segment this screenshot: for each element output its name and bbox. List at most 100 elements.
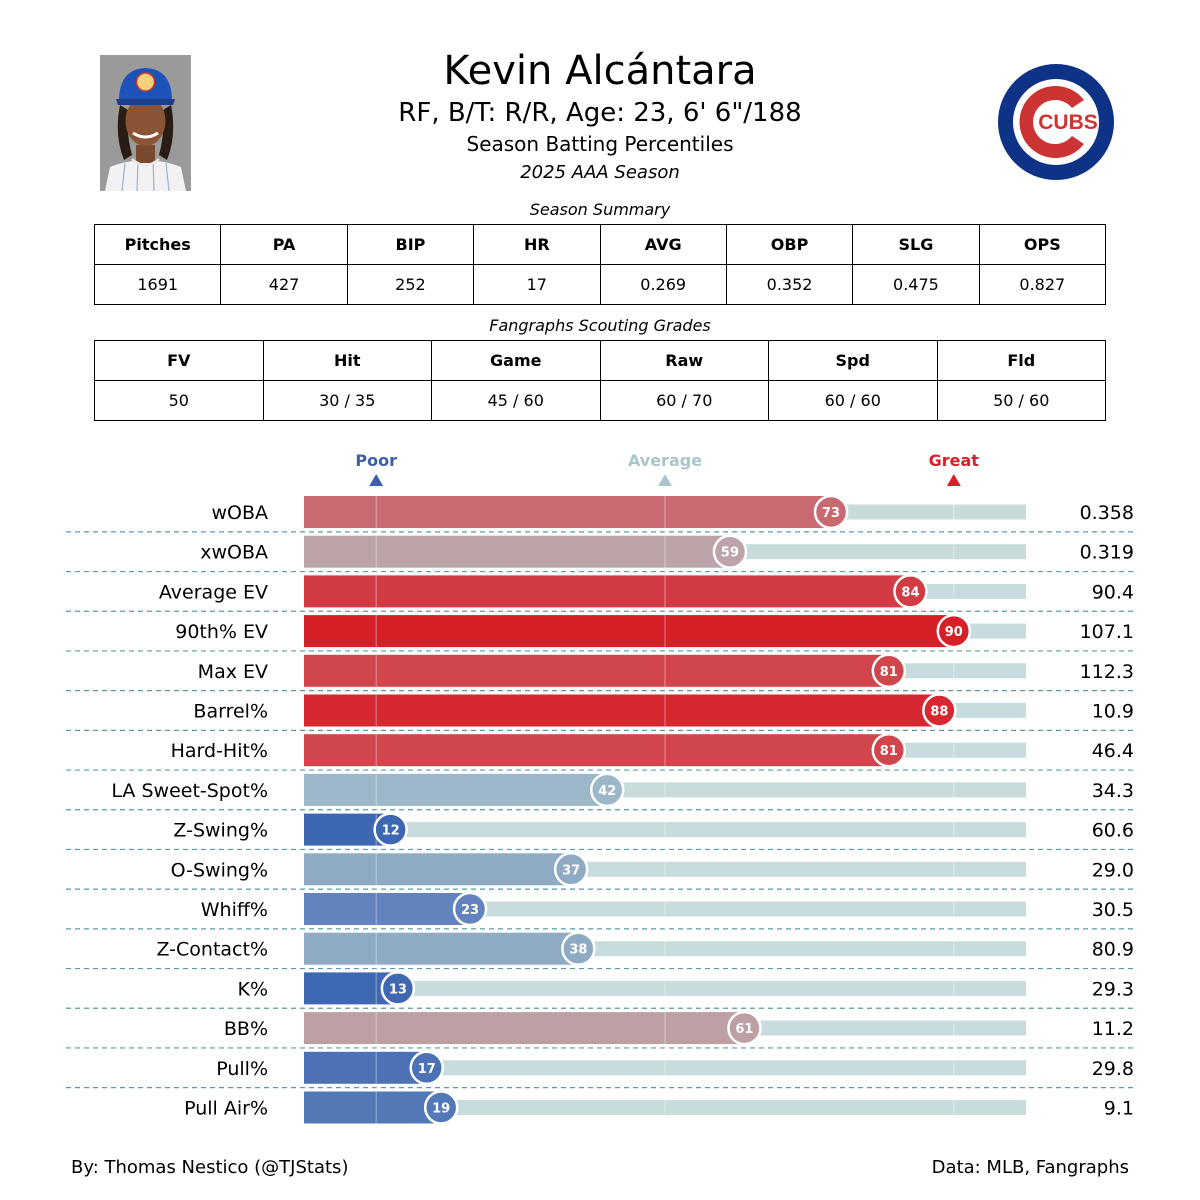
percentile-dot-pull-pct (409, 1050, 444, 1086)
bar-la-sweet-spot-pct (304, 773, 608, 806)
scouting-header-game: Game (431, 340, 601, 381)
percentile-label-z-contact-pct: 38 (569, 943, 587, 958)
player-info: RF, B/T: R/R, Age: 23, 6' 6"/188 (398, 98, 802, 128)
bar-barrel-pct (304, 694, 940, 727)
summary-value-obp: 0.352 (725, 264, 854, 305)
chart-subtitle: Season Batting Percentiles (466, 132, 734, 156)
category-label-z-swing-pct: Z-Swing% (173, 820, 268, 842)
category-label-woba: wOBA (211, 502, 268, 524)
summary-value-hr: 17 (473, 264, 601, 305)
summary-value-ops: 0.827 (978, 264, 1107, 305)
scouting-value-row: 50 30 / 35 45 / 60 60 / 70 60 / 60 50 / … (94, 380, 1106, 421)
percentile-label-o-swing-pct: 37 (562, 863, 580, 878)
bar-z-contact-pct (304, 932, 579, 965)
summary-value-avg: 0.269 (599, 264, 727, 305)
scouting-header-fld: Fld (936, 340, 1106, 381)
stat-value-z-contact-pct: 80.9 (1092, 939, 1134, 961)
summary-value-pa: 427 (220, 264, 348, 305)
scouting-value-fld: 50 / 60 (936, 380, 1106, 421)
category-label-xwoba: xwOBA (200, 542, 268, 564)
summary-value-pitches: 1691 (93, 264, 222, 305)
category-label-pull-air-pct: Pull Air% (184, 1098, 268, 1120)
category-label-average-ev: Average EV (159, 581, 268, 603)
track-pull-pct (304, 1060, 1026, 1076)
marker-label-average: Average (628, 451, 702, 470)
stat-value-o-swing-pct: 29.0 (1092, 859, 1134, 881)
stat-value-whiff-pct: 30.5 (1092, 899, 1134, 921)
summary-header-avg: AVG (599, 224, 727, 265)
percentile-label-pull-air-pct: 19 (432, 1102, 450, 1117)
footer-source: Data: MLB, Fangraphs (931, 1157, 1129, 1178)
track-pull-air-pct (304, 1100, 1026, 1115)
category-label-k-pct: K% (237, 978, 268, 1000)
category-label-z-contact-pct: Z-Contact% (156, 939, 268, 961)
percentile-chart: Poor Average Great wOBA 0.358 xwOBA 0.319 Avera… (66, 451, 1134, 1125)
logo-text: CUBS (1038, 111, 1098, 134)
summary-header-pitches: Pitches (93, 224, 222, 265)
category-label-bb-pct: BB% (224, 1018, 268, 1040)
percentile-dot-average-ev (893, 574, 928, 609)
scouting-value-hit: 30 / 35 (262, 380, 432, 421)
scouting-header-row: FV Hit Game Raw Spd Fld (94, 340, 1106, 381)
stat-value-barrel-pct: 10.9 (1092, 701, 1134, 723)
percentile-dot-hard-hit-pct (871, 732, 907, 768)
bar-90th-pct-ev (304, 615, 954, 648)
percentile-dot-bb-pct (727, 1010, 762, 1046)
category-label-hard-hit-pct: Hard-Hit% (171, 740, 268, 762)
footer-credit: By: Thomas Nestico (@TJStats) (71, 1157, 349, 1178)
percentile-dot-max-ev (871, 653, 907, 689)
marker-label-poor: Poor (355, 451, 397, 470)
category-label-la-sweet-spot-pct: LA Sweet-Spot% (111, 780, 268, 802)
category-label-pull-pct: Pull% (216, 1058, 268, 1080)
percentile-label-pull-pct: 17 (418, 1062, 436, 1077)
scouting-value-fv: 50 (94, 380, 264, 421)
percentile-label-average-ev: 84 (901, 585, 919, 600)
stat-value-la-sweet-spot-pct: 34.3 (1092, 780, 1134, 802)
percentile-label-barrel-pct: 88 (930, 705, 948, 720)
season-summary-caption: Season Summary (529, 200, 671, 219)
stat-value-hard-hit-pct: 46.4 (1092, 740, 1134, 762)
season-summary-value-row: 1691 427 252 17 0.269 0.352 0.475 0.827 (93, 264, 1107, 305)
bar-max-ev (304, 654, 889, 687)
bar-bb-pct (304, 1012, 745, 1045)
percentile-dot-pull-air-pct (423, 1090, 459, 1125)
scouting-header-spd: Spd (768, 340, 938, 381)
team-logo: CUBS (998, 64, 1114, 180)
summary-value-bip: 252 (346, 264, 475, 305)
stat-value-max-ev: 112.3 (1080, 661, 1134, 683)
scouting-value-raw: 60 / 70 (599, 380, 769, 421)
summary-header-pa: PA (220, 224, 348, 265)
scouting-value-game: 45 / 60 (431, 380, 601, 421)
percentile-dot-k-pct (380, 971, 416, 1006)
summary-header-obp: OBP (725, 224, 854, 265)
percentile-label-la-sweet-spot-pct: 42 (598, 784, 616, 799)
stat-value-k-pct: 29.3 (1092, 978, 1134, 1000)
percentile-label-xwoba: 59 (721, 546, 739, 561)
percentile-label-hard-hit-pct: 81 (880, 744, 898, 759)
scouting-header-raw: Raw (599, 340, 769, 381)
season-summary-header-row: Pitches PA BIP HR AVG OBP SLG OPS (93, 224, 1107, 265)
summary-header-slg: SLG (852, 224, 980, 265)
percentile-dot-o-swing-pct (553, 852, 589, 887)
percentile-label-k-pct: 13 (389, 982, 407, 997)
summary-header-hr: HR (473, 224, 601, 265)
percentile-label-bb-pct: 61 (735, 1022, 753, 1037)
bar-woba (304, 496, 832, 528)
category-label-whiff-pct: Whiff% (201, 899, 268, 921)
stat-value-average-ev: 90.4 (1092, 581, 1134, 603)
summary-value-slg: 0.475 (852, 264, 980, 305)
bar-hard-hit-pct (304, 734, 889, 767)
bar-average-ev (304, 575, 911, 608)
stat-value-woba: 0.358 (1080, 502, 1134, 524)
track-k-pct (304, 980, 1026, 996)
category-label-barrel-pct: Barrel% (193, 701, 268, 723)
percentile-label-max-ev: 81 (880, 665, 898, 680)
stat-value-z-swing-pct: 60.6 (1092, 820, 1134, 842)
track-z-swing-pct (304, 822, 1026, 838)
bar-whiff-pct (304, 893, 471, 925)
summary-header-bip: BIP (346, 224, 475, 265)
season-summary-table: Pitches PA BIP HR AVG OBP SLG OPS 1691 4… (93, 224, 1107, 305)
stat-value-xwoba: 0.319 (1080, 542, 1134, 564)
scouting-caption: Fangraphs Scouting Grades (489, 316, 711, 335)
percentile-label-whiff-pct: 23 (461, 903, 479, 918)
